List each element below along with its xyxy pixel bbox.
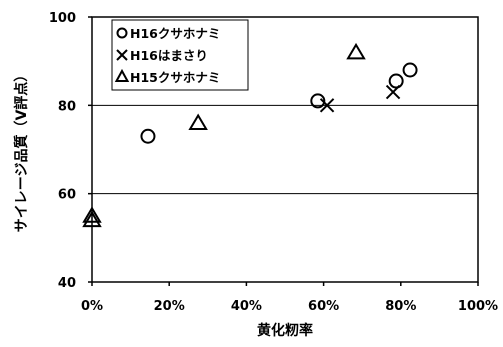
x-tick-label: 100%: [458, 299, 498, 314]
plot-frame: [91, 16, 479, 283]
y-tick-label: 60: [58, 188, 76, 203]
gridlines: [92, 104, 478, 195]
data-point-triangle: [346, 42, 366, 60]
y-tick-label: 40: [58, 276, 76, 291]
legend-box: [111, 19, 249, 91]
x-tick-label: 0%: [81, 299, 103, 314]
x-tick-label: 40%: [231, 299, 262, 314]
legend-entry-triangle: H15クサホナミ: [114, 68, 220, 85]
data-point-cross: [385, 84, 401, 100]
legend-label: H16クサホナミ: [130, 26, 220, 41]
x-tick-label: 20%: [154, 299, 185, 314]
axis-ticks: 40 60 80 100 0% 20% 40% 60% 80% 100%: [49, 11, 498, 314]
legend-circle-marker: [116, 27, 128, 39]
data-point-triangle: [82, 206, 102, 223]
legend-label: H16はまさり: [130, 48, 208, 63]
legend-entry-cross: H16はまさり: [116, 48, 208, 63]
data-point-triangle: [188, 113, 208, 130]
data-point-circle: [140, 128, 156, 144]
data-point-triangle: [82, 210, 102, 228]
y-axis-title: サイレージ品質（V評点）: [13, 68, 30, 233]
y-tick-label: 80: [58, 99, 76, 114]
data-point-cross: [319, 98, 335, 113]
data-points: [82, 42, 418, 228]
data-point-circle: [310, 93, 326, 109]
x-axis-title: 黄化籾率: [257, 322, 313, 339]
cross-stroke: [385, 84, 401, 100]
x-tick-label: 60%: [308, 299, 339, 314]
legend: H16クサホナミ H16はまさり H15クサホナミ: [111, 19, 249, 91]
legend-label: H15クサホナミ: [130, 70, 220, 85]
legend-cross-marker: [116, 49, 128, 61]
cross-stroke: [319, 98, 335, 113]
data-point-circle: [388, 73, 404, 89]
y-tick-label: 100: [49, 11, 76, 26]
x-tick-label: 80%: [385, 299, 416, 314]
data-point-circle: [402, 62, 418, 78]
legend-entry-circle: H16クサホナミ: [116, 26, 220, 41]
legend-triangle-marker: [114, 68, 130, 82]
